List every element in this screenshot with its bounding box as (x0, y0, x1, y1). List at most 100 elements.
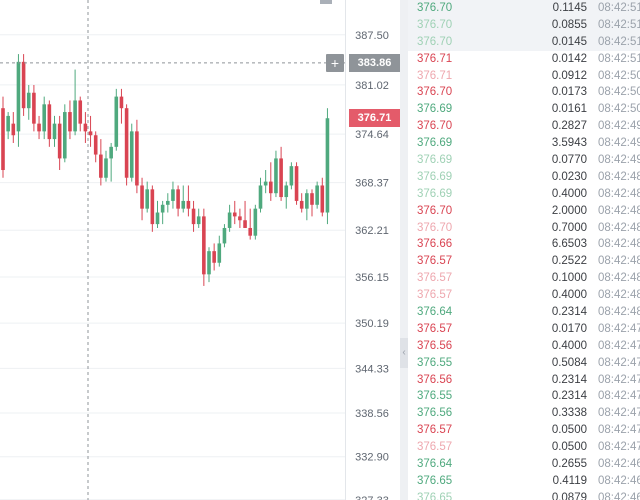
trade-time: 08:42:48 (598, 255, 640, 268)
candle-body (135, 131, 139, 186)
trade-amount: 0.0170 (551, 322, 587, 335)
candle-body (258, 185, 263, 209)
trade-row: 376.71 0.0142 08:42:51 (408, 51, 640, 68)
trade-time: 08:42:48 (598, 289, 640, 302)
trade-price: 376.57 (417, 424, 453, 437)
trade-time: 08:42:50 (598, 69, 640, 82)
trade-row: 376.56 0.2314 08:42:47 (408, 372, 640, 389)
candle-body (202, 216, 206, 275)
trade-amount: 0.4119 (552, 474, 587, 487)
trade-amount: 0.0173 (551, 86, 587, 99)
y-tick-label: 327.33 (355, 495, 389, 500)
trade-time: 08:42:48 (598, 221, 640, 234)
trade-amount: 0.0500 (551, 424, 587, 437)
panel-splitter[interactable] (400, 0, 408, 500)
candle-body (26, 92, 31, 109)
trade-price: 376.70 (417, 86, 453, 99)
trade-amount: 0.1145 (552, 2, 587, 14)
candle-body (232, 212, 237, 217)
trade-row: 376.70 0.1145 08:42:51 (408, 0, 640, 17)
candle-body (253, 208, 258, 236)
trade-price: 376.69 (417, 103, 453, 116)
trade-row: 376.70 0.2827 08:42:49 (408, 118, 640, 135)
trade-row: 376.65 0.4119 08:42:46 (408, 473, 640, 490)
trade-time: 08:42:47 (598, 390, 640, 403)
trade-row: 376.57 0.1000 08:42:48 (408, 270, 640, 287)
trade-amount: 0.1000 (551, 272, 587, 285)
candle-body (78, 100, 83, 124)
candle-body (124, 108, 129, 178)
trade-row: 376.69 0.0161 08:42:50 (408, 101, 640, 118)
trade-price: 376.69 (417, 154, 453, 167)
trade-row: 376.57 0.2522 08:42:48 (408, 253, 640, 270)
trade-amount: 0.0770 (551, 154, 587, 167)
trade-price: 376.55 (417, 356, 453, 369)
trade-price: 376.56 (417, 373, 453, 386)
trade-amount: 0.2655 (551, 458, 587, 471)
trade-time: 08:42:48 (598, 272, 640, 285)
trade-row: 376.55 0.5084 08:42:47 (408, 355, 640, 372)
trade-price: 376.69 (417, 137, 453, 150)
trade-amount: 3.5943 (551, 137, 587, 150)
candle-body (263, 181, 268, 186)
candle-body (88, 131, 93, 136)
trade-row: 376.70 2.0000 08:42:48 (408, 203, 640, 220)
candle-body (119, 96, 124, 109)
current-price-label: 376.71 (349, 109, 400, 128)
candle-body (191, 208, 196, 225)
trade-amount: 0.2522 (551, 255, 587, 268)
y-tick-label: 338.56 (355, 408, 389, 420)
recent-trades-list[interactable]: 376.70 0.1145 08:42:51 376.70 0.0855 08:42:51… (408, 0, 640, 500)
panel-tab-icon[interactable] (320, 0, 332, 4)
candle-body (155, 212, 160, 225)
trade-time: 08:42:47 (598, 356, 640, 369)
trade-price: 376.65 (417, 491, 453, 500)
collapse-chevron-icon[interactable]: ‹ (400, 338, 408, 368)
candle-body (32, 92, 36, 124)
trade-price: 376.71 (417, 52, 453, 65)
trade-time: 08:42:50 (598, 103, 640, 116)
trade-price: 376.70 (417, 2, 453, 14)
candle-body (181, 200, 186, 209)
chart-panel[interactable]: 387.50 381.02 374.64 368.37 362.21 356.15 350.… (0, 0, 400, 500)
candle-body (315, 185, 319, 205)
candle-body (320, 185, 325, 213)
add-alert-plus-icon[interactable]: + (326, 53, 344, 72)
trade-price: 376.70 (417, 204, 453, 217)
trade-price: 376.69 (417, 170, 453, 183)
trade-amount: 0.2827 (551, 120, 587, 133)
trade-row: 376.69 3.5943 08:42:49 (408, 135, 640, 152)
candle-body (299, 200, 304, 209)
trade-amount: 0.2314 (551, 306, 587, 319)
trade-price: 376.69 (417, 187, 453, 200)
candle-body (212, 251, 216, 263)
trade-price: 376.56 (417, 339, 453, 352)
candle-body (176, 189, 180, 209)
y-tick-label: 374.64 (355, 129, 389, 141)
candle-body (186, 200, 191, 209)
trade-time: 08:42:49 (598, 154, 640, 167)
trade-amount: 2.0000 (551, 204, 587, 217)
candle-body (294, 166, 299, 201)
trade-row: 376.57 0.4000 08:42:48 (408, 287, 640, 304)
trade-row: 376.64 0.2655 08:42:46 (408, 456, 640, 473)
trade-row: 376.57 0.0500 08:42:47 (408, 439, 640, 456)
candle-body (83, 123, 88, 132)
candle-body (129, 131, 134, 178)
candle-body (238, 216, 242, 221)
trade-price: 376.70 (417, 18, 453, 31)
candle-body (274, 158, 278, 194)
trade-row: 376.64 0.2314 08:42:48 (408, 304, 640, 321)
price-chart[interactable]: 387.50 381.02 374.64 368.37 362.21 356.15 350.… (0, 0, 400, 500)
trade-price: 376.65 (417, 474, 453, 487)
trade-time: 08:42:48 (598, 204, 640, 217)
trade-time: 08:42:51 (598, 35, 640, 48)
candle-body (243, 220, 247, 228)
candle-body (52, 123, 57, 140)
candle-body (196, 216, 201, 225)
trade-time: 08:42:47 (598, 441, 640, 454)
trade-row: 376.70 0.7000 08:42:48 (408, 220, 640, 237)
trade-time: 08:42:48 (598, 170, 640, 183)
candle-body (279, 158, 283, 198)
trade-amount: 0.0145 (551, 35, 587, 48)
